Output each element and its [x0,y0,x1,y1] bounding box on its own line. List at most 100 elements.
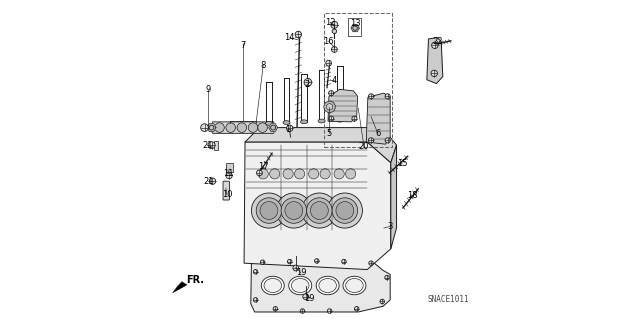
Circle shape [303,294,308,300]
Text: 21: 21 [203,177,214,186]
Text: 2: 2 [304,80,309,89]
Text: 15: 15 [397,159,408,168]
Circle shape [385,138,390,143]
Text: 12: 12 [325,18,335,27]
Polygon shape [211,122,275,133]
Text: 19: 19 [296,268,306,277]
Text: 3: 3 [387,222,392,231]
Circle shape [276,193,312,228]
Circle shape [307,198,332,223]
Circle shape [328,116,333,121]
Circle shape [334,169,344,179]
Circle shape [287,125,293,131]
Circle shape [287,259,292,264]
Text: 22: 22 [432,37,443,46]
Ellipse shape [319,278,337,293]
Polygon shape [207,124,216,131]
Text: 17: 17 [258,162,269,171]
Circle shape [342,259,346,264]
Circle shape [369,138,374,143]
Circle shape [355,307,359,311]
Ellipse shape [346,278,364,293]
Circle shape [326,104,333,110]
Text: 19: 19 [305,294,315,303]
Circle shape [304,78,312,86]
Circle shape [252,193,287,228]
Ellipse shape [336,118,343,122]
Circle shape [226,172,232,179]
Circle shape [332,29,337,33]
Circle shape [353,26,357,30]
Circle shape [258,169,268,179]
Text: SNACE1011: SNACE1011 [428,295,470,304]
Polygon shape [244,142,391,270]
Circle shape [327,193,362,228]
Circle shape [302,193,337,228]
Ellipse shape [266,122,273,125]
Circle shape [326,60,332,66]
Circle shape [331,21,338,28]
Circle shape [201,124,209,131]
Ellipse shape [264,278,282,293]
Circle shape [295,31,301,38]
Circle shape [260,260,265,264]
Polygon shape [251,258,390,312]
Text: 11: 11 [223,169,234,178]
Bar [324,13,392,147]
Circle shape [369,94,374,99]
Circle shape [385,94,390,99]
Text: 6: 6 [376,130,381,138]
Bar [214,141,218,150]
Circle shape [310,202,328,219]
Circle shape [315,259,319,263]
Circle shape [208,142,215,149]
Circle shape [294,169,305,179]
Circle shape [285,202,303,219]
Circle shape [271,125,276,130]
Circle shape [431,70,437,77]
Circle shape [380,299,385,304]
Circle shape [253,298,258,302]
Polygon shape [328,89,358,122]
Text: 7: 7 [240,41,246,50]
Text: 13: 13 [350,19,360,28]
Circle shape [332,198,358,223]
Text: 18: 18 [407,191,418,200]
Circle shape [260,202,278,219]
Circle shape [257,170,262,176]
Text: 1: 1 [285,125,290,134]
Circle shape [346,169,356,179]
Circle shape [283,169,293,179]
Polygon shape [391,145,397,249]
Polygon shape [245,128,397,163]
Text: 10: 10 [221,190,232,199]
Circle shape [215,123,224,132]
FancyBboxPatch shape [223,181,229,200]
Text: 4: 4 [332,76,337,85]
Ellipse shape [291,278,309,293]
Text: 16: 16 [323,37,334,46]
Polygon shape [351,25,359,32]
Circle shape [352,116,357,121]
Circle shape [369,261,373,265]
Circle shape [281,198,307,223]
Circle shape [258,123,268,132]
Text: 14: 14 [284,33,295,42]
Circle shape [248,123,258,132]
Circle shape [308,169,319,179]
Text: 5: 5 [326,129,332,138]
Circle shape [324,101,335,113]
Circle shape [256,198,282,223]
Text: FR.: FR. [186,275,204,285]
Ellipse shape [316,276,339,295]
Ellipse shape [283,121,290,124]
Ellipse shape [318,119,325,123]
Circle shape [431,42,438,48]
Ellipse shape [261,276,284,295]
Bar [348,18,362,36]
Circle shape [385,275,389,280]
Polygon shape [173,282,187,293]
Circle shape [273,307,278,311]
Ellipse shape [343,276,366,295]
Circle shape [320,169,330,179]
